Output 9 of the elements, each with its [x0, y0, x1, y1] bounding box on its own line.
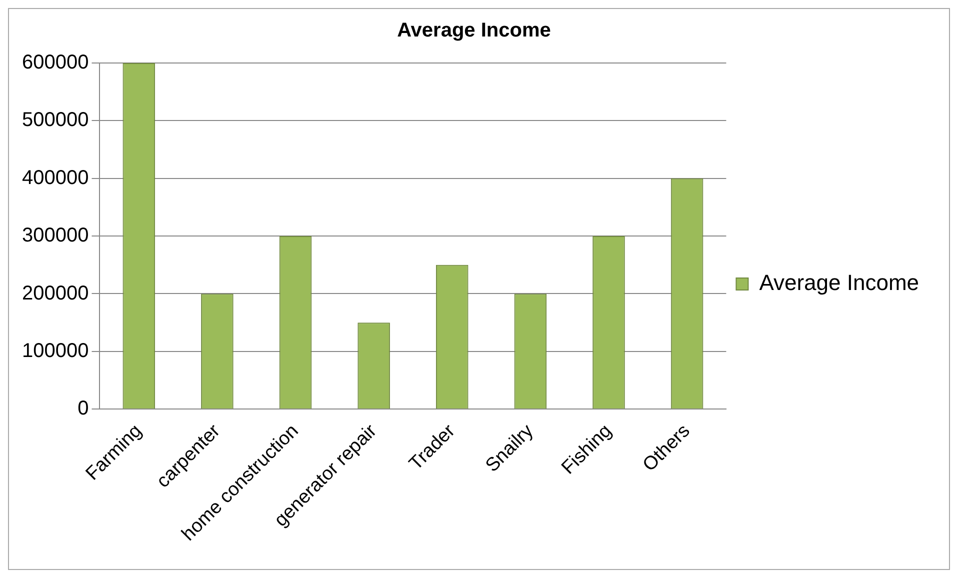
- y-tick-label: 300000: [22, 224, 89, 247]
- y-tick-label: 500000: [22, 109, 89, 132]
- chart-title: Average Income: [397, 20, 551, 42]
- legend-label: Average Income: [759, 270, 920, 296]
- y-tick-label: 100000: [22, 340, 89, 362]
- y-tick-label: 400000: [22, 166, 89, 189]
- y-tick-label: 0: [78, 398, 89, 420]
- y-tick-label: 200000: [22, 282, 89, 304]
- y-tick-label: 600000: [22, 52, 89, 74]
